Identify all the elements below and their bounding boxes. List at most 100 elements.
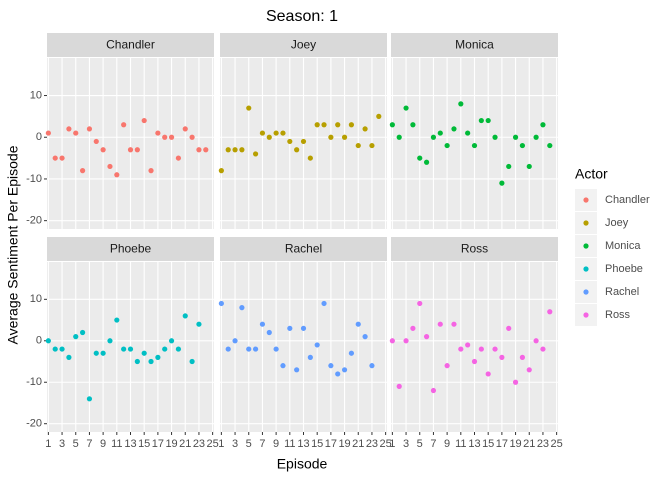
x-tick-label: 17 (496, 438, 508, 450)
point (232, 338, 238, 344)
point (328, 134, 334, 140)
legend-label: Ross (605, 309, 631, 321)
y-tick-label: -20 (26, 215, 42, 227)
x-tick-label: 23 (537, 438, 549, 450)
strip (47, 33, 214, 57)
point (321, 122, 327, 128)
point (321, 300, 327, 307)
x-tick-label: 15 (482, 438, 494, 450)
point (100, 147, 106, 153)
point (519, 354, 526, 360)
point (73, 334, 79, 340)
point (314, 342, 320, 348)
point (512, 379, 519, 385)
x-tick-label: 13 (468, 438, 480, 450)
x-tick-label: 23 (193, 438, 205, 450)
point (417, 300, 423, 307)
strip-label: Monica (455, 38, 494, 52)
point (273, 130, 279, 136)
point (451, 321, 457, 327)
legend-label: Chandler (605, 194, 650, 206)
legend-marker (583, 197, 589, 203)
x-tick-label: 11 (111, 438, 122, 450)
x-tick-label: 11 (455, 438, 466, 450)
point (59, 155, 65, 161)
strip-label: Rachel (285, 242, 322, 256)
strip (391, 33, 558, 57)
x-tick-label: 17 (152, 438, 164, 450)
strip (220, 237, 387, 261)
point (168, 134, 175, 140)
point (396, 383, 402, 389)
point (294, 367, 300, 373)
point (189, 358, 195, 365)
y-tick-label: 10 (30, 293, 42, 305)
point (519, 142, 526, 149)
point (59, 346, 65, 352)
x-tick-label: 21 (523, 438, 535, 450)
point (121, 346, 127, 352)
point (189, 134, 195, 140)
point (485, 371, 491, 377)
strip (220, 33, 387, 57)
point (540, 122, 546, 128)
point (335, 371, 341, 377)
point (506, 163, 512, 170)
x-tick-label: 9 (273, 438, 279, 450)
point (369, 142, 375, 149)
point (499, 180, 505, 186)
point (280, 130, 286, 136)
point (52, 155, 58, 161)
point (485, 117, 491, 124)
point (86, 396, 93, 402)
point (341, 134, 348, 140)
point (134, 358, 140, 365)
x-tick-label: 21 (179, 438, 191, 450)
point (492, 346, 498, 352)
legend-label: Joey (605, 217, 629, 229)
point (196, 147, 202, 153)
point (458, 101, 464, 107)
point (492, 134, 498, 140)
x-tick-label: 7 (430, 438, 436, 450)
point (430, 387, 437, 394)
point (252, 151, 259, 157)
point (259, 130, 266, 136)
point (287, 325, 293, 331)
point (79, 329, 86, 336)
point (478, 346, 484, 352)
legend-marker (583, 289, 589, 295)
point (114, 172, 120, 178)
strip (391, 237, 558, 261)
point (182, 313, 188, 319)
point (66, 126, 72, 132)
y-tick-label: -10 (26, 173, 42, 185)
point (300, 138, 307, 145)
strip-label: Phoebe (110, 242, 152, 256)
point (121, 122, 127, 128)
x-tick-label: 1 (218, 438, 224, 450)
point (66, 354, 72, 360)
point (376, 113, 382, 119)
point (73, 130, 79, 136)
strip-label: Ross (461, 242, 488, 256)
point (280, 363, 286, 369)
legend-marker (583, 266, 589, 272)
point (547, 142, 553, 149)
point (314, 122, 320, 128)
y-tick-label: 10 (30, 89, 42, 101)
x-tick-label: 7 (259, 438, 265, 450)
point (168, 338, 175, 344)
x-tick-label: 17 (325, 438, 337, 450)
point (396, 134, 402, 140)
y-tick-label: -20 (26, 418, 42, 430)
legend-label: Monica (605, 240, 641, 252)
legend-title: Actor (575, 166, 608, 182)
point (127, 346, 134, 352)
point (300, 325, 307, 331)
x-tick-label: 21 (352, 438, 364, 450)
point (423, 159, 430, 165)
point (417, 155, 423, 161)
x-axis-label: Episode (277, 456, 328, 472)
